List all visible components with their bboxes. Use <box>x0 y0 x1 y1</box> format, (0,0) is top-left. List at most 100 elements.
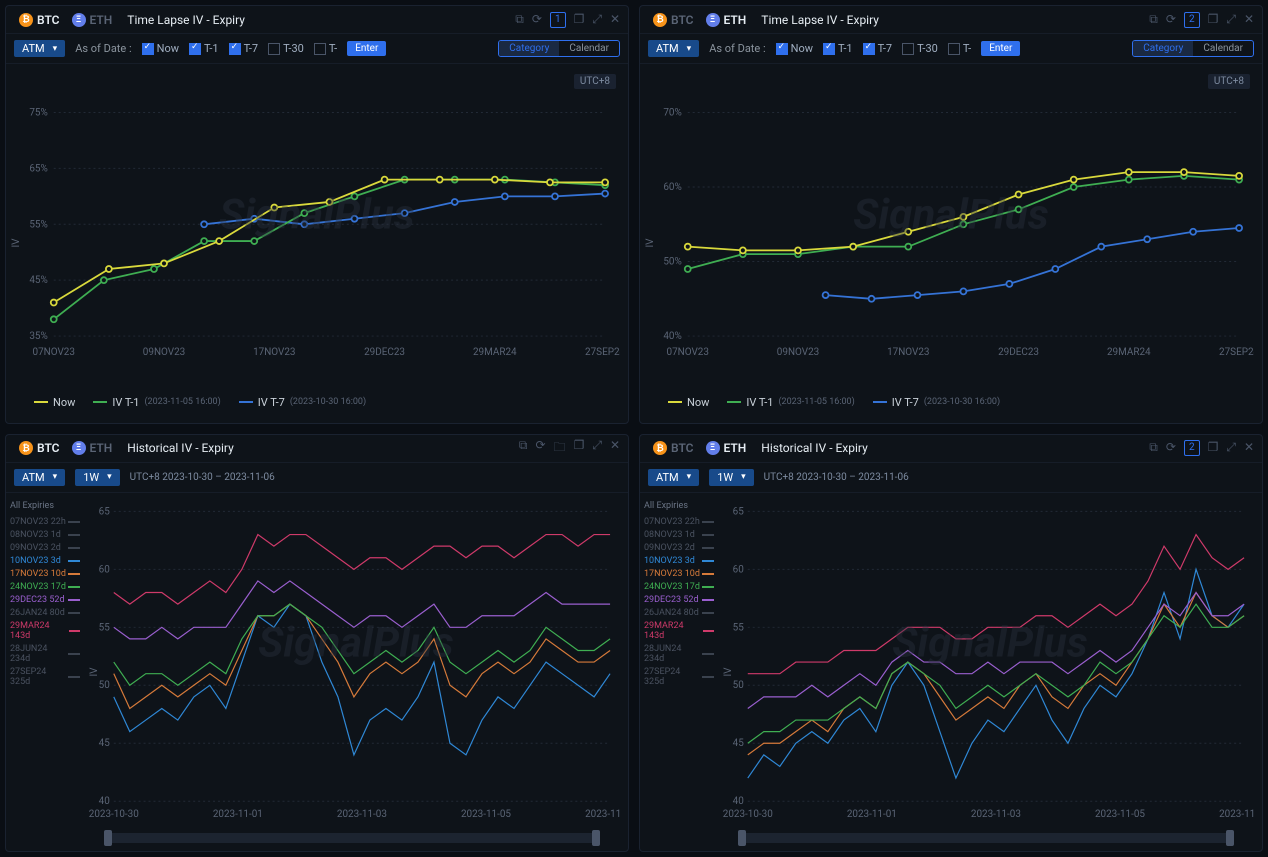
expiry-swatch <box>703 630 714 632</box>
coin-eth[interactable]: ΞETH <box>701 439 752 457</box>
expiry-item[interactable]: 28JUN24 234d <box>10 644 80 664</box>
check-t-30[interactable]: T-30 <box>268 42 304 55</box>
expiry-item[interactable]: 08NOV23 1d <box>644 530 714 540</box>
legend-item[interactable]: IV T-7(2023-10-30 16:00) <box>239 396 366 409</box>
copy-icon[interactable]: ❐ <box>1208 440 1219 456</box>
coin-btc[interactable]: ₿BTC <box>14 11 65 29</box>
time-slider[interactable] <box>738 833 1234 843</box>
coin-btc[interactable]: ₿BTC <box>648 11 699 29</box>
time-slider[interactable] <box>104 833 600 843</box>
count-badge[interactable]: 1 <box>550 12 566 28</box>
copy-icon[interactable]: ❐ <box>574 12 585 28</box>
checkbox-icon <box>948 43 960 55</box>
svg-text:27SEP24: 27SEP24 <box>1219 347 1254 358</box>
close-icon[interactable]: ✕ <box>1244 440 1254 456</box>
expiry-item[interactable]: 17NOV23 10d <box>644 569 714 579</box>
slider-handle-left[interactable] <box>104 830 112 846</box>
count-badge[interactable]: 2 <box>1184 12 1200 28</box>
expiry-item[interactable]: 27SEP24 325d <box>644 667 714 687</box>
copy-icon[interactable]: ❐ <box>574 438 585 459</box>
legend-item[interactable]: Now <box>34 396 75 409</box>
copy-icon[interactable]: ❐ <box>1208 12 1219 28</box>
coin-eth[interactable]: ΞETH <box>67 11 118 29</box>
legend-item[interactable]: IV T-1(2023-11-05 16:00) <box>93 396 220 409</box>
expiry-item[interactable]: 29MAR24 143d <box>644 621 714 641</box>
date-range: UTC+8 2023-10-30 – 2023-11-06 <box>764 472 909 483</box>
atm-dropdown[interactable]: ATM <box>648 40 699 57</box>
atm-dropdown[interactable]: ATM <box>648 469 699 486</box>
expiry-item[interactable]: 29DEC23 52d <box>644 595 714 605</box>
legend-item[interactable]: IV T-7(2023-10-30 16:00) <box>873 396 1000 409</box>
checkbox-icon <box>776 43 788 55</box>
expiry-item[interactable]: 27SEP24 325d <box>10 667 80 687</box>
expiry-swatch <box>702 599 714 601</box>
expiry-item[interactable]: 24NOV23 17d <box>10 582 80 592</box>
expiry-item[interactable]: 10NOV23 3d <box>10 556 80 566</box>
view-segment: CategoryCalendar <box>1132 40 1254 57</box>
check-t-7[interactable]: T-7 <box>863 42 893 55</box>
expand-icon[interactable]: ⤢ <box>592 12 602 28</box>
expiry-item[interactable]: 29MAR24 143d <box>10 621 80 641</box>
period-dropdown[interactable]: 1W <box>709 469 753 486</box>
check-t-30[interactable]: T-30 <box>902 42 938 55</box>
check-now[interactable]: Now <box>776 42 813 55</box>
popout-icon[interactable]: ⧉ <box>1149 440 1158 456</box>
close-icon[interactable]: ✕ <box>1244 12 1254 28</box>
expiry-item[interactable]: 09NOV23 2d <box>10 543 80 553</box>
enter-button[interactable]: Enter <box>347 41 386 56</box>
slider-handle-right[interactable] <box>592 830 600 846</box>
expiry-item[interactable]: 10NOV23 3d <box>644 556 714 566</box>
expiry-item[interactable]: 28JUN24 234d <box>644 644 714 664</box>
seg-category[interactable]: Category <box>1133 41 1193 56</box>
coin-eth[interactable]: ΞETH <box>701 11 752 29</box>
seg-calendar[interactable]: Calendar <box>559 41 619 56</box>
enter-button[interactable]: Enter <box>981 41 1020 56</box>
expand-icon[interactable]: ⤢ <box>592 438 602 459</box>
expiry-item[interactable]: 26JAN24 80d <box>10 608 80 618</box>
atm-dropdown[interactable]: ATM <box>14 469 65 486</box>
check-t-7[interactable]: T-7 <box>229 42 259 55</box>
slider-handle-left[interactable] <box>738 830 746 846</box>
expand-icon[interactable]: ⤢ <box>1226 440 1236 456</box>
expand-icon[interactable]: ⤢ <box>1226 12 1236 28</box>
coin-btc[interactable]: ₿BTC <box>14 439 65 457</box>
expiry-item[interactable]: 29DEC23 52d <box>10 595 80 605</box>
refresh-icon[interactable]: ⟳ <box>532 12 542 28</box>
close-icon[interactable]: ✕ <box>610 438 620 459</box>
count-badge[interactable]: 2 <box>1184 440 1200 456</box>
coin-eth[interactable]: ΞETH <box>67 439 118 457</box>
expiry-swatch <box>702 676 714 678</box>
expiry-item[interactable]: 26JAN24 80d <box>644 608 714 618</box>
period-dropdown[interactable]: 1W <box>75 469 119 486</box>
check-t-1[interactable]: T-1 <box>189 42 219 55</box>
expiry-swatch <box>702 573 714 575</box>
legend-item[interactable]: IV T-1(2023-11-05 16:00) <box>727 396 854 409</box>
popout-icon[interactable]: ⧉ <box>519 438 528 459</box>
popout-icon[interactable]: ⧉ <box>1149 12 1158 28</box>
refresh-icon[interactable]: ⟳ <box>535 438 545 459</box>
refresh-icon[interactable]: ⟳ <box>1166 440 1176 456</box>
atm-dropdown[interactable]: ATM <box>14 40 65 57</box>
check-t-1[interactable]: T-1 <box>823 42 853 55</box>
check-label: T- <box>329 42 337 55</box>
seg-category[interactable]: Category <box>499 41 559 56</box>
check-t-[interactable]: T- <box>948 42 971 55</box>
chart-area: SignalPlusIV4045505560652023-10-302023-1… <box>718 493 1262 852</box>
seg-calendar[interactable]: Calendar <box>1193 41 1253 56</box>
expiry-item[interactable]: 24NOV23 17d <box>644 582 714 592</box>
expiry-item[interactable]: 08NOV23 1d <box>10 530 80 540</box>
coin-btc[interactable]: ₿BTC <box>648 439 699 457</box>
slider-handle-right[interactable] <box>1226 830 1234 846</box>
check-t-[interactable]: T- <box>314 42 337 55</box>
legend-item[interactable]: Now <box>668 396 709 409</box>
check-now[interactable]: Now <box>142 42 179 55</box>
folder-icon[interactable]: 🗀 <box>554 438 566 459</box>
expiry-item[interactable]: 07NOV23 22h <box>644 517 714 527</box>
refresh-icon[interactable]: ⟳ <box>1166 12 1176 28</box>
checkbox-icon <box>268 43 280 55</box>
expiry-item[interactable]: 09NOV23 2d <box>644 543 714 553</box>
expiry-item[interactable]: 07NOV23 22h <box>10 517 80 527</box>
expiry-item[interactable]: 17NOV23 10d <box>10 569 80 579</box>
close-icon[interactable]: ✕ <box>610 12 620 28</box>
popout-icon[interactable]: ⧉ <box>515 12 524 28</box>
